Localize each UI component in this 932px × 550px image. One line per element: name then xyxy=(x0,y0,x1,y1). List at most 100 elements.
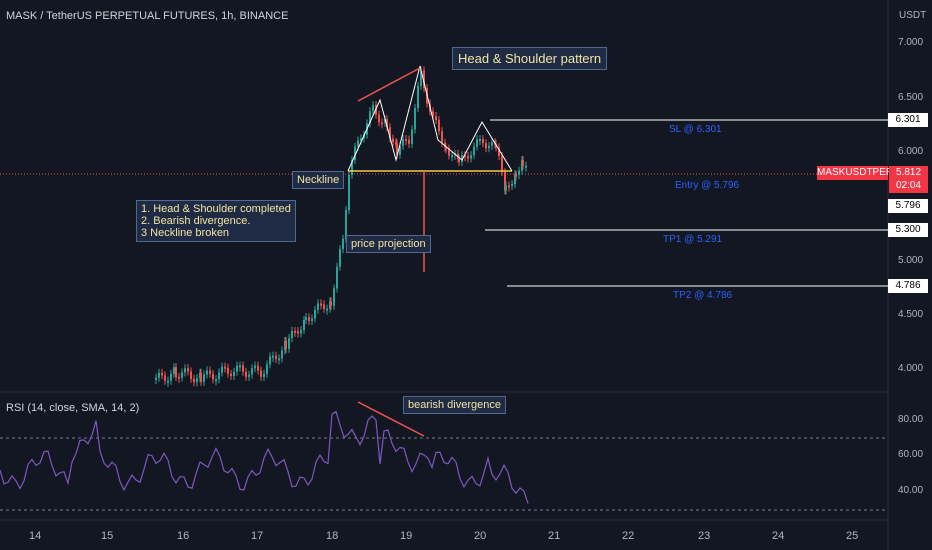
candle xyxy=(193,378,195,383)
candle xyxy=(311,318,313,322)
candle xyxy=(161,372,163,376)
symbol-badge: MASKUSDTPERP xyxy=(817,166,900,180)
time-tick: 17 xyxy=(251,530,264,542)
candle xyxy=(272,355,274,358)
candle xyxy=(314,309,316,319)
candle xyxy=(411,129,413,144)
entry-label: Entry @ 5.796 xyxy=(675,180,740,191)
candle xyxy=(206,370,208,375)
candle xyxy=(326,308,328,311)
candle xyxy=(257,365,259,371)
candle xyxy=(357,140,359,147)
price-tick: 5.000 xyxy=(898,255,924,266)
pattern-title-note[interactable]: Head & Shoulder pattern xyxy=(452,47,608,70)
time-tick: 15 xyxy=(101,530,114,542)
chart-title: MASK / TetherUS PERPETUAL FUTURES, 1h, B… xyxy=(6,10,289,22)
candle xyxy=(221,366,223,373)
candle xyxy=(184,368,186,373)
time-tick: 24 xyxy=(772,530,785,542)
candle xyxy=(514,174,516,184)
candle xyxy=(381,122,383,125)
time-tick: 20 xyxy=(474,530,487,542)
candle xyxy=(345,209,347,239)
candle xyxy=(525,165,527,168)
candle xyxy=(423,70,425,89)
head-shoulder-outline xyxy=(347,65,513,172)
candle xyxy=(242,365,244,372)
candle xyxy=(498,147,500,157)
rsi-tick: 60.00 xyxy=(898,449,924,460)
candle xyxy=(187,368,189,372)
candle xyxy=(518,170,520,176)
price-tick: 4.500 xyxy=(898,309,924,320)
candle xyxy=(263,373,265,377)
candle xyxy=(245,371,247,377)
price-tick: 6.500 xyxy=(898,92,924,103)
candle xyxy=(317,303,319,310)
time-tick: 21 xyxy=(548,530,561,542)
candle xyxy=(178,376,180,379)
candle xyxy=(248,374,250,377)
candle xyxy=(323,304,325,309)
candle xyxy=(230,373,232,376)
candle xyxy=(278,358,280,361)
candle xyxy=(511,183,513,186)
summary-line: 2. Bearish divergence. xyxy=(141,215,251,227)
candlestick-series xyxy=(155,66,527,387)
candle xyxy=(354,146,356,161)
candle xyxy=(467,155,469,159)
candle xyxy=(196,378,198,383)
currency-label: USDT xyxy=(899,10,927,21)
bearish-divergence-note[interactable]: bearish divergence xyxy=(403,396,506,414)
time-tick: 19 xyxy=(400,530,413,542)
candle xyxy=(285,341,287,349)
sl-price-box: 6.301 xyxy=(888,113,928,127)
candle xyxy=(233,371,235,376)
candle xyxy=(505,185,507,191)
candle xyxy=(445,147,447,150)
neckline-note[interactable]: Neckline xyxy=(292,171,345,189)
time-tick: 25 xyxy=(846,530,859,542)
candle xyxy=(461,155,463,163)
candle xyxy=(369,111,371,124)
candle xyxy=(351,160,353,175)
candle xyxy=(215,379,217,382)
time-tick: 14 xyxy=(29,530,42,542)
candle xyxy=(451,155,453,158)
candle xyxy=(470,155,472,159)
candle xyxy=(386,119,388,128)
candle xyxy=(378,114,380,123)
candle xyxy=(485,143,487,149)
price-tick: 7.000 xyxy=(898,37,924,48)
candle xyxy=(251,368,253,375)
rsi-title: RSI (14, close, SMA, 14, 2) xyxy=(6,402,140,414)
rsi-line xyxy=(0,410,529,504)
price-tick: 6.000 xyxy=(898,146,924,157)
candle xyxy=(482,138,484,144)
tp2-price-box: 4.786 xyxy=(888,279,928,293)
projection-note[interactable]: price projection xyxy=(346,235,431,253)
rsi-tick: 40.00 xyxy=(898,485,924,496)
candle xyxy=(432,111,434,116)
candle xyxy=(448,148,450,156)
candle xyxy=(291,330,293,339)
summary-line: 1. Head & Shoulder completed xyxy=(141,203,291,215)
candle xyxy=(491,141,493,146)
candle xyxy=(405,139,407,142)
summary-note[interactable]: 1. Head & Shoulder completed 2. Bearish … xyxy=(136,200,296,242)
last-price-value: 5.812 xyxy=(895,167,922,178)
bar-countdown: 02:04 xyxy=(895,180,922,191)
candle xyxy=(458,158,460,163)
candle xyxy=(479,138,481,141)
candle xyxy=(508,185,510,188)
candle xyxy=(269,356,271,365)
time-tick: 18 xyxy=(326,530,339,542)
candle xyxy=(224,366,226,369)
candle xyxy=(300,329,302,334)
candle xyxy=(200,372,202,382)
candle xyxy=(501,156,503,173)
candle xyxy=(190,371,192,379)
candle xyxy=(435,115,437,121)
candle xyxy=(330,301,332,306)
